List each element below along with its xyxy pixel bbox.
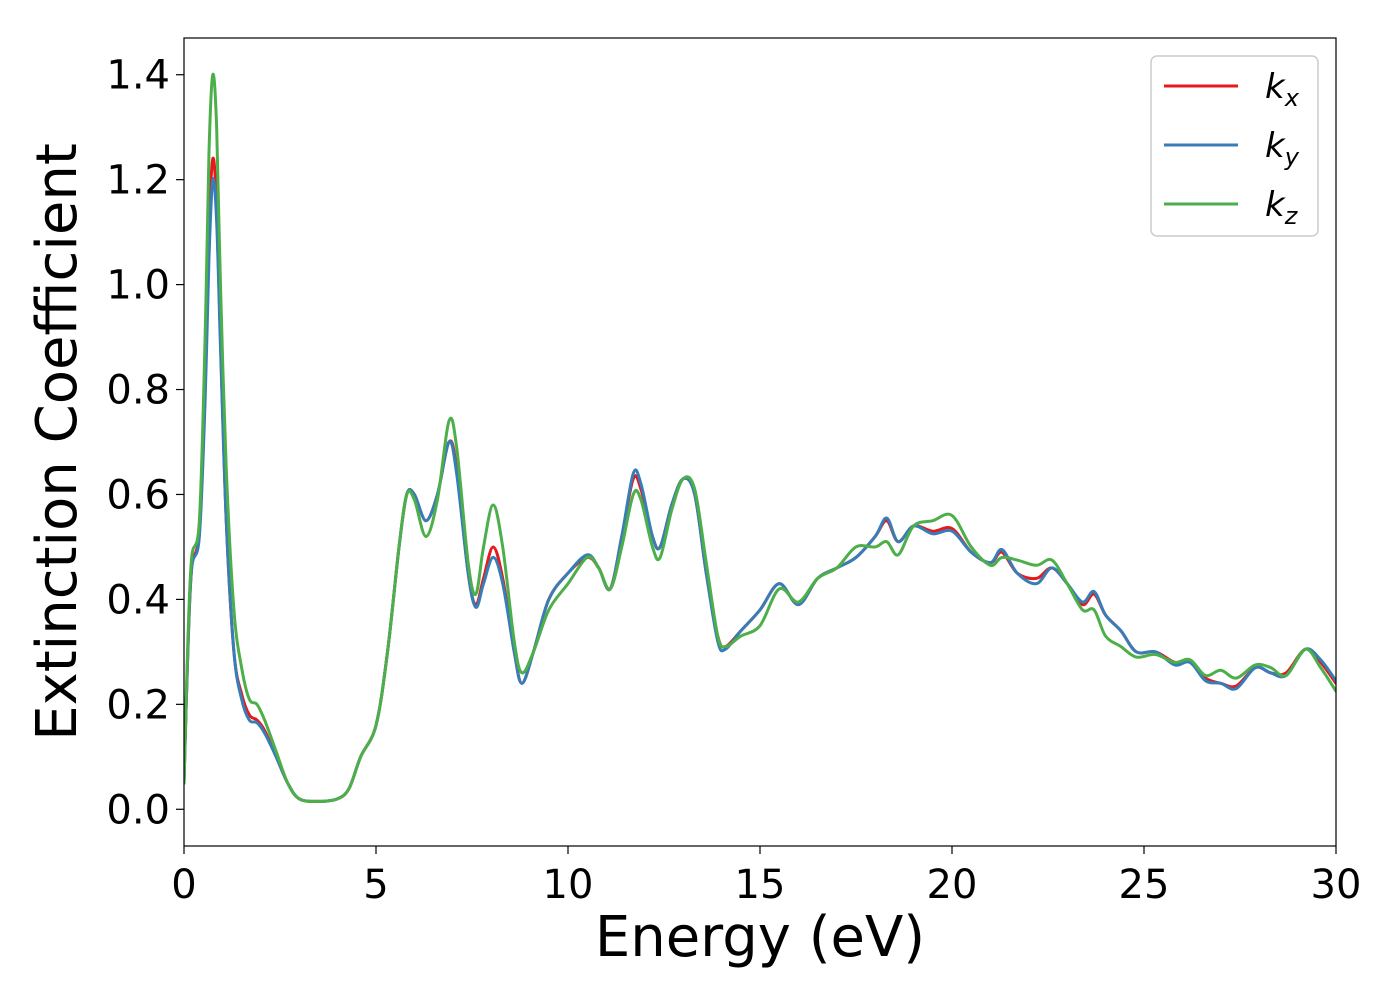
x-tick-label: 5: [363, 862, 388, 908]
x-tick-label: 0: [171, 862, 196, 908]
x-tick-label: 20: [927, 862, 978, 908]
y-tick-label: 0.0: [106, 787, 170, 833]
x-tick-label: 30: [1311, 862, 1362, 908]
series-line-k-y: [184, 177, 1336, 803]
y-tick-label: 1.0: [106, 263, 170, 309]
x-tick-label: 15: [735, 862, 786, 908]
legend: kx ky kz: [1150, 55, 1319, 237]
x-axis: 0 5 10 15 20 25 30: [171, 846, 1361, 908]
legend-label: kz: [1265, 185, 1299, 230]
legend-label: kx: [1265, 67, 1300, 112]
legend-label: ky: [1265, 126, 1300, 171]
plot-area: [183, 37, 1337, 847]
series-line-k-z: [184, 72, 1336, 803]
y-axis-title: Extinction Coefficient: [25, 143, 90, 741]
y-axis: 0.0 0.2 0.4 0.6 0.8 1.0 1.2 1.4: [106, 53, 184, 833]
x-tick-label: 10: [543, 862, 594, 908]
y-tick-label: 0.8: [106, 368, 170, 414]
y-tick-label: 0.2: [106, 682, 170, 728]
y-tick-label: 1.4: [106, 53, 170, 99]
x-tick-label: 25: [1119, 862, 1170, 908]
y-tick-label: 0.6: [106, 472, 170, 518]
x-axis-title: Energy (eV): [595, 905, 925, 970]
y-tick-label: 0.4: [106, 577, 170, 623]
y-tick-label: 1.2: [106, 158, 170, 204]
series-lines: [184, 72, 1336, 803]
